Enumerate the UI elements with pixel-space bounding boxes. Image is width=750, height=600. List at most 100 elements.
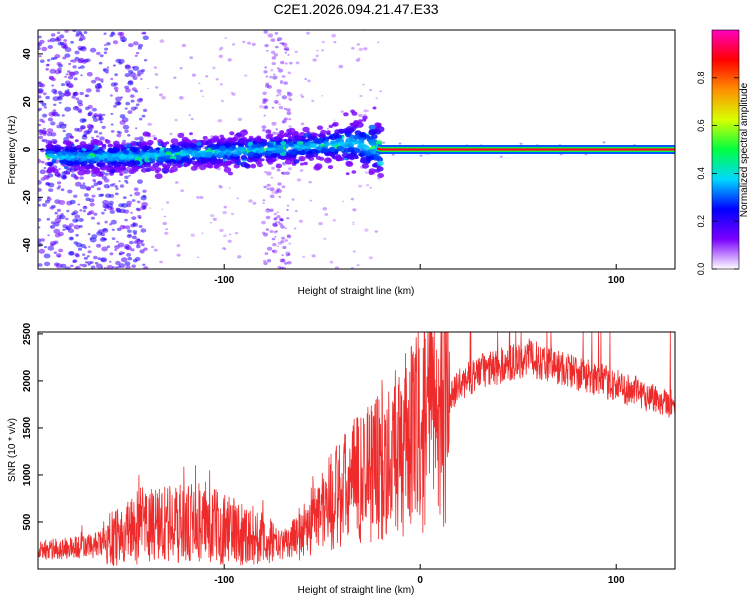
spectrogram-cell: [77, 169, 86, 176]
spectrogram-cell: [58, 248, 64, 253]
spectrogram-cell: [262, 202, 265, 204]
spectrogram-cell: [136, 51, 140, 55]
spectrogram-cell: [266, 171, 272, 176]
spectrogram-cell: [242, 40, 246, 44]
spectrogram-cell: [267, 85, 272, 89]
spectrogram-cell: [280, 266, 284, 269]
spectrogram-cell: [285, 254, 289, 257]
spectrogram-cell: [92, 117, 99, 122]
spectrogram-cell: [83, 31, 88, 34]
spectrogram-cell: [72, 59, 77, 63]
spectrogram-cell: [50, 57, 55, 61]
spectrogram-cell: [282, 42, 288, 47]
spectrogram-cell: [272, 222, 278, 227]
spectrogram-cell: [282, 119, 287, 123]
spectrogram-cell: [321, 49, 324, 52]
spectrogram-x-tick-label: -100: [214, 275, 234, 286]
spectrogram-cell: [364, 171, 368, 174]
spectrogram-cell: [110, 77, 114, 80]
spectrogram-cell: [375, 140, 383, 146]
spectrogram-cell: [377, 160, 384, 166]
spectrogram-cell: [273, 212, 278, 216]
snr-x-tick-label: -100: [214, 575, 234, 586]
spectrogram-cell: [345, 161, 354, 167]
spectrogram-cell: [132, 166, 139, 172]
spectrogram-cell: [108, 148, 115, 154]
spectrogram-cell: [358, 144, 364, 149]
spectrogram-cell: [138, 225, 143, 228]
spectrogram-cell: [283, 46, 290, 51]
spectrogram-cell: [104, 172, 109, 176]
spectrogram-cell: [284, 62, 288, 65]
spectrogram-cell: [269, 230, 274, 233]
spectrogram-cell: [88, 246, 91, 248]
spectrogram-cell: [368, 124, 376, 130]
spectrogram-cell: [358, 184, 362, 188]
spectrogram-cell: [161, 96, 166, 100]
spectrogram-cell: [294, 50, 298, 54]
snr-y-label: SNR (10 * v/v): [7, 418, 18, 482]
spectrogram-cell: [247, 139, 252, 143]
spectrogram-cell: [265, 154, 272, 160]
spectrogram-cell: [333, 132, 340, 137]
spectrogram-cell: [262, 199, 266, 202]
spectrogram-cell: [277, 221, 281, 224]
spectrogram-cell: [286, 108, 291, 112]
spectrogram-cell: [300, 162, 304, 166]
spectrogram-cell: [227, 58, 232, 62]
spectrogram-cell: [54, 211, 58, 215]
spectrogram-cell: [39, 83, 46, 88]
spectrogram-cell: [104, 238, 108, 241]
spectrogram-cell: [272, 249, 278, 254]
spectrogram-cell: [38, 95, 42, 99]
spectrogram-cell: [293, 227, 297, 230]
spectrogram-cell: [38, 188, 42, 192]
colorbar-ticks: 0.0 0.2 0.4 0.6 0.8: [696, 72, 739, 275]
spectrogram-cell: [374, 230, 378, 233]
spectrogram-cell: [58, 121, 65, 126]
spectrogram-cell: [304, 77, 308, 81]
spectrogram-cell: [228, 187, 231, 189]
spectrogram-cell: [154, 86, 159, 89]
spectrogram-cell: [70, 155, 75, 159]
spectrogram-cell: [88, 163, 94, 168]
spectrogram-cell: [84, 246, 87, 249]
spectrogram-cell: [368, 128, 376, 134]
spectrogram-cell: [117, 242, 125, 248]
spectrogram-cell: [369, 186, 372, 189]
spectrogram-cell: [336, 147, 342, 151]
spectrogram-cell: [80, 74, 83, 77]
spectrogram-cell: [188, 114, 191, 117]
spectrogram-cell: [136, 240, 143, 245]
spectrogram-cell: [271, 61, 276, 66]
spectrogram-cell: [349, 122, 354, 126]
spectrogram-cell: [165, 151, 172, 156]
spectrogram-cell: [279, 42, 282, 44]
spectrogram-cell: [159, 140, 164, 144]
spectrogram-cell: [82, 182, 86, 185]
spectrogram-cell: [109, 252, 114, 256]
spectrogram-cell: [218, 185, 223, 189]
spectrogram-cell: [271, 121, 277, 126]
spectrogram-cell: [308, 181, 312, 184]
spectrogram-cell: [368, 168, 376, 174]
spectrogram-cell: [211, 155, 216, 160]
spectrogram-cell: [280, 141, 287, 146]
spectrogram-cell: [64, 53, 71, 58]
spectrogram-cell: [56, 61, 62, 66]
spectrogram-cell: [80, 65, 85, 69]
spectrogram-cell: [286, 204, 290, 207]
spectrogram-cell: [125, 88, 131, 93]
spectrogram-cell: [96, 187, 101, 191]
spectrogram-cell: [280, 219, 284, 222]
spectrogram-cell: [218, 145, 227, 152]
spectrogram-cell: [276, 245, 279, 248]
spectrogram-cell: [41, 139, 45, 142]
spectrogram-cell: [58, 168, 61, 170]
spectrogram-cell: [219, 83, 223, 86]
spectrogram-cell: [83, 256, 88, 260]
spectrogram-cell: [316, 125, 324, 131]
spectrogram-cell: [165, 141, 170, 145]
spectrogram-cell: [227, 239, 232, 243]
spectrogram-cell: [125, 265, 131, 269]
